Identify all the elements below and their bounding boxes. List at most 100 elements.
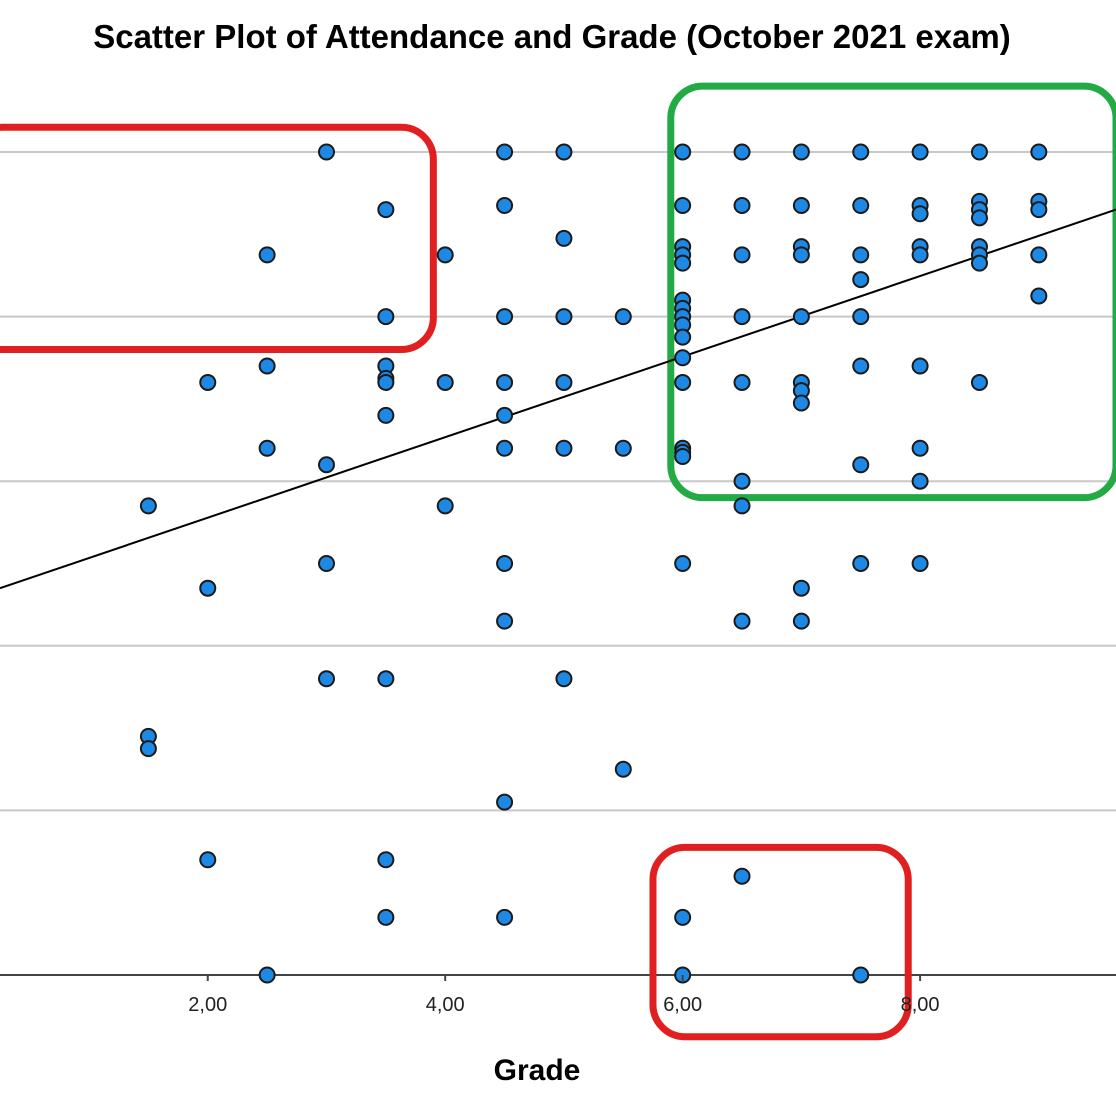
data-point [616,309,631,324]
data-point [260,968,275,983]
data-point [260,358,275,373]
data-point [616,762,631,777]
data-point [200,581,215,596]
data-point [794,396,809,411]
data-point [913,145,928,160]
data-point [319,671,334,686]
data-point [497,556,512,571]
data-point [260,441,275,456]
x-tick-label: 4,00 [426,994,465,1016]
data-point [556,441,571,456]
data-point [1031,289,1046,304]
fit-line-layer [0,210,1116,589]
data-point [378,671,393,686]
data-point [794,581,809,596]
fit-line [0,210,1116,589]
x-tick-label: 2,00 [188,994,227,1016]
data-point [438,498,453,513]
data-point [378,408,393,423]
data-point [556,145,571,160]
data-point [556,231,571,246]
data-points [141,145,1046,983]
data-point [735,869,750,884]
data-point [1031,145,1046,160]
data-point [675,350,690,365]
data-point [556,309,571,324]
data-point [735,198,750,213]
data-point [972,256,987,271]
data-point [675,375,690,390]
data-point [319,145,334,160]
data-point [1031,202,1046,217]
data-point [616,441,631,456]
data-point [735,309,750,324]
data-point [675,556,690,571]
data-point [497,408,512,423]
data-point [913,247,928,262]
data-point [735,247,750,262]
data-point [794,247,809,262]
data-point [853,556,868,571]
data-point [497,198,512,213]
data-point [853,272,868,287]
data-point [1031,247,1046,262]
gridlines [0,152,1116,975]
data-point [497,375,512,390]
data-point [972,210,987,225]
data-point [200,852,215,867]
data-point [556,375,571,390]
data-point [556,671,571,686]
data-point [794,309,809,324]
data-point [853,198,868,213]
data-point [141,498,156,513]
data-point [735,375,750,390]
data-point [675,145,690,160]
data-point [438,375,453,390]
data-point [735,474,750,489]
data-point [378,375,393,390]
data-point [913,474,928,489]
data-point [378,309,393,324]
data-point [319,457,334,472]
x-axis-label: Grade [494,1054,581,1087]
data-point [675,910,690,925]
data-point [794,145,809,160]
data-point [497,614,512,629]
data-point [675,198,690,213]
data-point [260,247,275,262]
data-point [972,375,987,390]
data-point [141,741,156,756]
data-point [675,330,690,345]
data-point [913,441,928,456]
highlight-boxes [0,86,1116,1037]
data-point [735,614,750,629]
data-point [853,247,868,262]
data-point [675,449,690,464]
data-point [794,198,809,213]
data-point [913,358,928,373]
data-point [853,457,868,472]
chart-title: Scatter Plot of Attendance and Grade (Oc… [93,18,1011,55]
x-tick-label: 8,00 [901,994,940,1016]
data-point [497,795,512,810]
data-point [497,309,512,324]
x-tick-label: 6,00 [663,994,702,1016]
data-point [378,852,393,867]
data-point [497,145,512,160]
data-point [853,309,868,324]
data-point [378,910,393,925]
data-point [675,256,690,271]
data-point [853,968,868,983]
data-point [853,145,868,160]
data-point [438,247,453,262]
data-point [913,206,928,221]
data-point [735,145,750,160]
data-point [972,145,987,160]
data-point [497,910,512,925]
data-point [735,498,750,513]
data-point [319,556,334,571]
data-point [378,202,393,217]
data-point [794,614,809,629]
data-point [200,375,215,390]
